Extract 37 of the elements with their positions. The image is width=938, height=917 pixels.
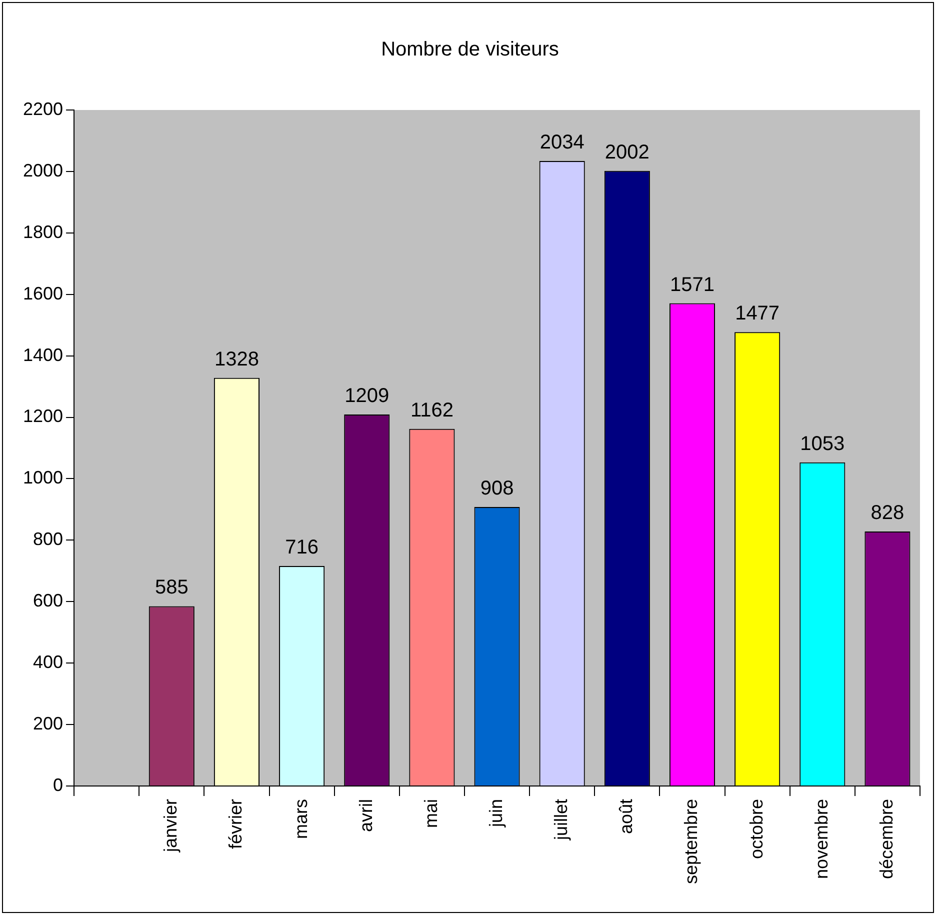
data-label: 828 <box>870 502 904 524</box>
data-label: 1053 <box>800 432 845 455</box>
data-label: 908 <box>480 477 514 500</box>
y-tick-label: 2000 <box>22 160 64 180</box>
x-tick-label: août <box>616 798 636 834</box>
x-tick-label: juillet <box>551 798 572 841</box>
x-tick-label: décembre <box>876 798 896 880</box>
data-label: 1477 <box>735 302 780 325</box>
y-tick-label: 400 <box>32 652 64 672</box>
y-tick-label: 1000 <box>22 468 64 488</box>
y-tick-label: 600 <box>32 590 64 611</box>
data-label: 2034 <box>540 132 584 154</box>
x-tick-label: février <box>226 798 246 849</box>
y-tick-label: 200 <box>32 713 64 734</box>
data-label: 2002 <box>604 141 650 164</box>
x-tick-label: mai <box>420 798 441 828</box>
x-tick-label: mars <box>290 798 311 839</box>
y-tick-label: 1800 <box>22 222 64 242</box>
y-tick-label: 800 <box>32 529 64 550</box>
x-tick-label: novembre <box>811 798 832 880</box>
x-tick-label: janvier <box>160 798 181 853</box>
chart-title: Nombre de visiteurs <box>381 38 559 61</box>
x-tick-label: septembre <box>681 798 702 884</box>
y-tick-label: 1200 <box>22 406 64 426</box>
y-tick-label: 2200 <box>22 98 64 119</box>
data-label: 1571 <box>670 274 714 296</box>
x-tick-label: avril <box>356 798 376 832</box>
data-label: 1328 <box>214 348 259 370</box>
y-tick-label: 1400 <box>22 344 64 365</box>
x-tick-label: juin <box>486 798 506 828</box>
data-label: 1162 <box>410 399 454 422</box>
data-label: 585 <box>154 576 188 599</box>
x-tick-label: octobre <box>746 798 766 860</box>
y-tick-label: 1600 <box>22 283 64 304</box>
data-label: 716 <box>285 536 318 558</box>
y-tick-label: 0 <box>53 774 64 795</box>
data-label: 1209 <box>344 385 390 408</box>
